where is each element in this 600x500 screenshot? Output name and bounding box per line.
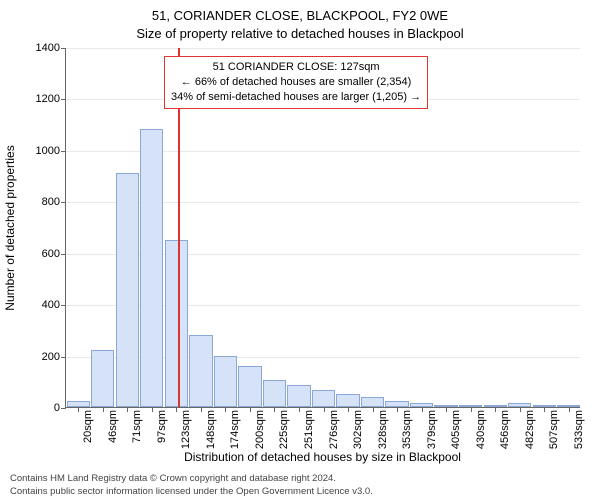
x-tick-label: 174sqm (229, 410, 241, 449)
x-tick-label: 200sqm (254, 410, 266, 449)
x-tick-mark (520, 407, 521, 412)
x-axis-label: Distribution of detached houses by size … (65, 450, 580, 464)
x-tick-mark (152, 407, 153, 412)
y-tick-label: 0 (20, 402, 60, 414)
histogram-bar (238, 366, 261, 407)
y-tick-mark (61, 99, 66, 100)
x-tick-label: 430sqm (475, 410, 487, 449)
x-tick-mark (250, 407, 251, 412)
x-tick-mark (373, 407, 374, 412)
x-tick-mark (274, 407, 275, 412)
y-tick-mark (61, 151, 66, 152)
histogram-bar (312, 390, 335, 407)
x-tick-mark (544, 407, 545, 412)
gridline (66, 48, 580, 49)
histogram-bar (91, 350, 114, 407)
x-tick-label: 328sqm (377, 410, 389, 449)
x-tick-label: 456sqm (499, 410, 511, 449)
x-tick-mark (176, 407, 177, 412)
footer-attribution: Contains HM Land Registry data © Crown c… (10, 473, 373, 498)
x-tick-mark (78, 407, 79, 412)
histogram-bar (287, 385, 310, 407)
histogram-bar (263, 380, 286, 407)
x-tick-label: 379sqm (426, 410, 438, 449)
x-tick-label: 46sqm (107, 410, 119, 443)
x-tick-mark (299, 407, 300, 412)
x-tick-mark (348, 407, 349, 412)
x-tick-mark (201, 407, 202, 412)
histogram-bar (214, 356, 237, 407)
x-tick-label: 225sqm (278, 410, 290, 449)
chart-container: 51, CORIANDER CLOSE, BLACKPOOL, FY2 0WE … (0, 0, 600, 500)
footer-line-2: Contains public sector information licen… (10, 486, 373, 498)
y-tick-label: 200 (20, 351, 60, 363)
histogram-bar (116, 173, 139, 407)
x-tick-label: 148sqm (205, 410, 217, 449)
x-tick-label: 405sqm (450, 410, 462, 449)
plot-area: 20sqm46sqm71sqm97sqm123sqm148sqm174sqm20… (65, 48, 580, 408)
histogram-bar (361, 397, 384, 407)
x-tick-mark (495, 407, 496, 412)
x-tick-mark (324, 407, 325, 412)
y-tick-label: 800 (20, 196, 60, 208)
footer-line-1: Contains HM Land Registry data © Crown c… (10, 473, 373, 485)
x-tick-label: 123sqm (180, 410, 192, 449)
x-tick-mark (225, 407, 226, 412)
x-tick-label: 276sqm (328, 410, 340, 449)
annotation-line-2: ← 66% of detached houses are smaller (2,… (171, 75, 421, 90)
x-tick-label: 20sqm (82, 410, 94, 443)
x-tick-mark (103, 407, 104, 412)
y-tick-label: 600 (20, 248, 60, 260)
x-tick-mark (446, 407, 447, 412)
y-tick-mark (61, 254, 66, 255)
y-tick-mark (61, 305, 66, 306)
chart-subtitle: Size of property relative to detached ho… (0, 26, 600, 41)
y-tick-mark (61, 202, 66, 203)
x-tick-label: 71sqm (131, 410, 143, 443)
histogram-bar (165, 240, 188, 407)
x-tick-mark (422, 407, 423, 412)
histogram-bar (140, 129, 163, 407)
chart-title-address: 51, CORIANDER CLOSE, BLACKPOOL, FY2 0WE (0, 8, 600, 23)
x-tick-mark (127, 407, 128, 412)
histogram-bar (189, 335, 212, 407)
x-tick-mark (471, 407, 472, 412)
y-tick-label: 1000 (20, 145, 60, 157)
x-tick-mark (569, 407, 570, 412)
y-tick-label: 400 (20, 299, 60, 311)
x-tick-label: 251sqm (303, 410, 315, 449)
x-tick-label: 533sqm (573, 410, 585, 449)
y-tick-label: 1200 (20, 93, 60, 105)
histogram-bar (336, 394, 359, 407)
y-tick-mark (61, 48, 66, 49)
y-tick-mark (61, 408, 66, 409)
x-tick-label: 97sqm (156, 410, 168, 443)
x-tick-label: 482sqm (524, 410, 536, 449)
annotation-line-3: 34% of semi-detached houses are larger (… (171, 90, 421, 105)
y-tick-mark (61, 357, 66, 358)
annotation-line-1: 51 CORIANDER CLOSE: 127sqm (171, 60, 421, 75)
x-tick-label: 353sqm (401, 410, 413, 449)
x-tick-label: 302sqm (352, 410, 364, 449)
y-tick-label: 1400 (20, 42, 60, 54)
x-tick-label: 507sqm (548, 410, 560, 449)
y-axis-label: Number of detached properties (3, 145, 17, 310)
x-tick-mark (397, 407, 398, 412)
property-annotation: 51 CORIANDER CLOSE: 127sqm ← 66% of deta… (164, 56, 428, 109)
